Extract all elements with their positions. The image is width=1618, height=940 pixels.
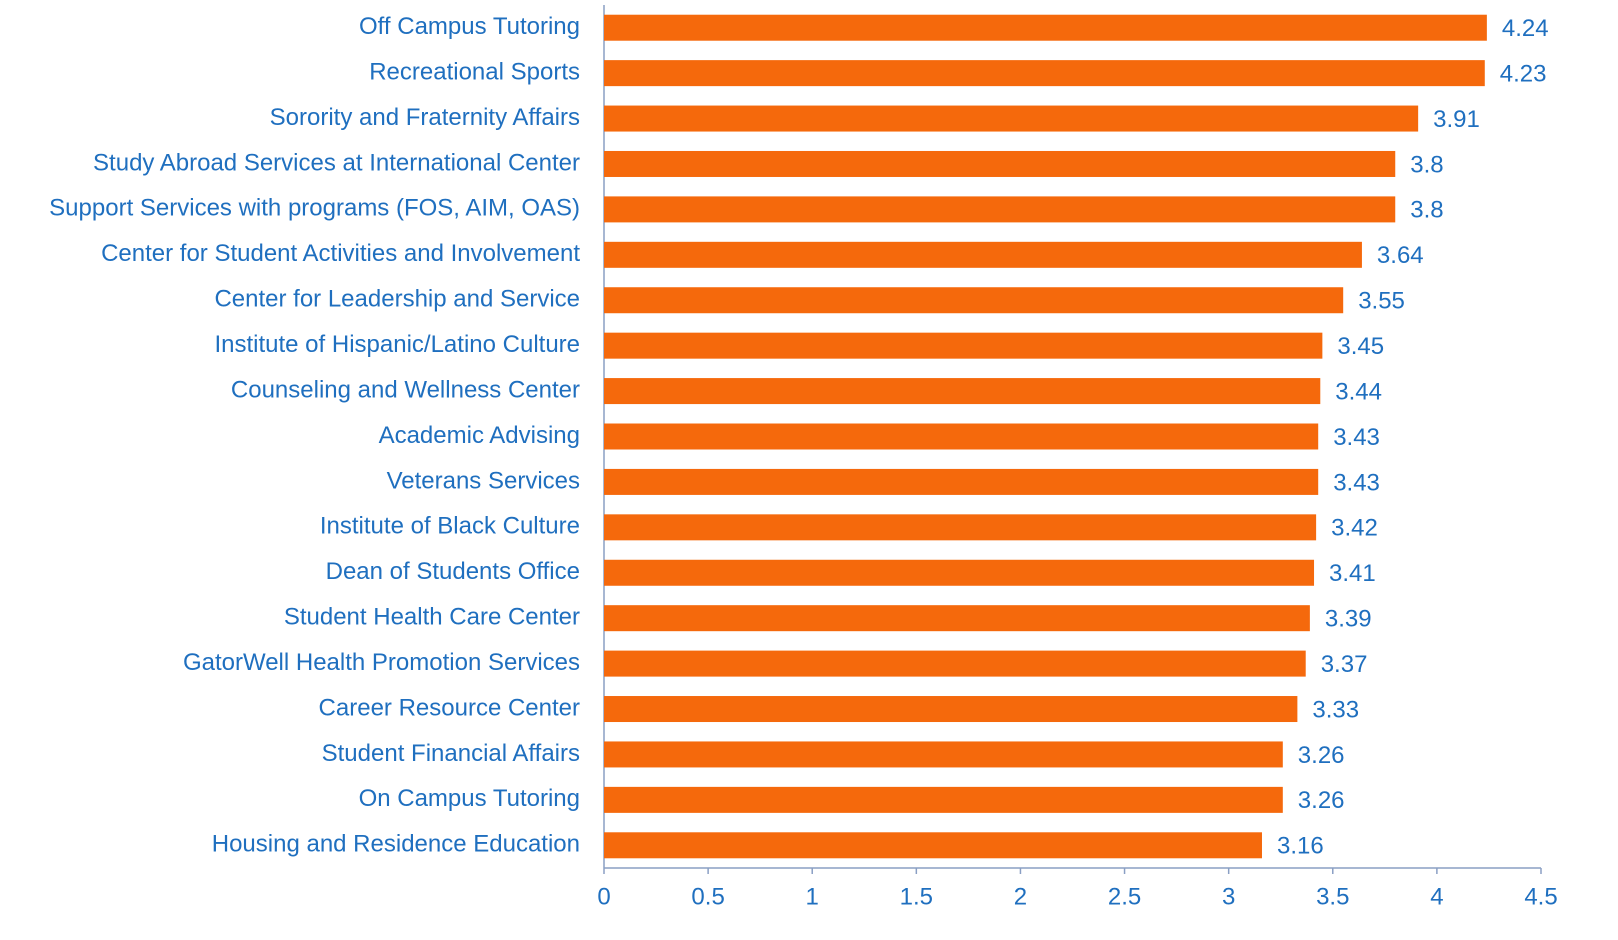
bar [604, 287, 1344, 314]
data-label: 4.24 [1502, 15, 1549, 42]
y-tick-label: Sorority and Fraternity Affairs [270, 104, 580, 131]
bar [604, 514, 1317, 541]
data-label: 3.43 [1333, 424, 1380, 451]
data-label: 3.8 [1410, 151, 1443, 178]
x-tick-label: 3.5 [1316, 883, 1349, 910]
data-label: 3.26 [1298, 742, 1345, 769]
y-tick-label: Academic Advising [379, 422, 580, 449]
x-tick-label: 0.5 [691, 883, 724, 910]
data-label: 3.42 [1331, 515, 1378, 542]
y-tick-label: Career Resource Center [319, 694, 580, 721]
x-tick-label: 1 [806, 883, 819, 910]
y-tick-label: Housing and Residence Education [212, 831, 580, 858]
data-label: 3.33 [1312, 696, 1359, 723]
data-label: 3.41 [1329, 560, 1376, 587]
data-label: 3.26 [1298, 787, 1345, 814]
bar [604, 605, 1310, 632]
x-tick-label: 2.5 [1108, 883, 1141, 910]
bar [604, 559, 1315, 586]
data-label: 3.45 [1337, 333, 1384, 360]
y-tick-label: Student Health Care Center [284, 604, 580, 631]
bar [604, 741, 1283, 768]
bar [604, 832, 1262, 859]
bar [604, 786, 1283, 813]
y-tick-label: On Campus Tutoring [359, 785, 580, 812]
data-label: 3.91 [1433, 106, 1480, 133]
y-tick-label: Recreational Sports [369, 58, 580, 85]
y-tick-label: Counseling and Wellness Center [231, 376, 580, 403]
y-tick-label: Student Financial Affairs [322, 740, 580, 767]
y-tick-label: Center for Student Activities and Involv… [101, 240, 580, 267]
y-tick-label: Study Abroad Services at International C… [93, 149, 580, 176]
bar [604, 196, 1396, 223]
y-tick-label: Veterans Services [387, 467, 580, 494]
y-tick-label: GatorWell Health Promotion Services [183, 649, 580, 676]
bar [604, 650, 1306, 677]
bar [604, 696, 1298, 723]
bar [604, 60, 1485, 87]
y-tick-label: Support Services with programs (FOS, AIM… [49, 195, 580, 222]
bar [604, 468, 1319, 495]
bar [604, 423, 1319, 450]
data-label: 3.37 [1321, 651, 1368, 678]
bar [604, 332, 1323, 359]
y-tick-label: Center for Leadership and Service [214, 286, 580, 313]
bar [604, 378, 1321, 405]
bar [604, 150, 1396, 177]
bar [604, 105, 1419, 132]
data-label: 3.43 [1333, 469, 1380, 496]
data-label: 3.55 [1358, 288, 1405, 315]
y-tick-label: Dean of Students Office [326, 558, 580, 585]
bar [604, 14, 1487, 41]
data-label: 3.64 [1377, 242, 1424, 269]
data-label: 3.44 [1335, 378, 1382, 405]
y-tick-label: Institute of Black Culture [320, 513, 580, 540]
y-tick-label: Off Campus Tutoring [359, 13, 580, 40]
data-label: 3.8 [1410, 197, 1443, 224]
y-tick-label: Institute of Hispanic/Latino Culture [214, 331, 580, 358]
x-tick-label: 0 [597, 883, 610, 910]
x-tick-label: 2 [1014, 883, 1027, 910]
x-tick-label: 4 [1430, 883, 1443, 910]
data-label: 3.39 [1325, 606, 1372, 633]
x-tick-label: 1.5 [900, 883, 933, 910]
data-label: 3.16 [1277, 833, 1324, 860]
data-label: 4.23 [1500, 60, 1547, 87]
bar [604, 241, 1362, 268]
x-tick-label: 4.5 [1524, 883, 1557, 910]
x-tick-label: 3 [1222, 883, 1235, 910]
